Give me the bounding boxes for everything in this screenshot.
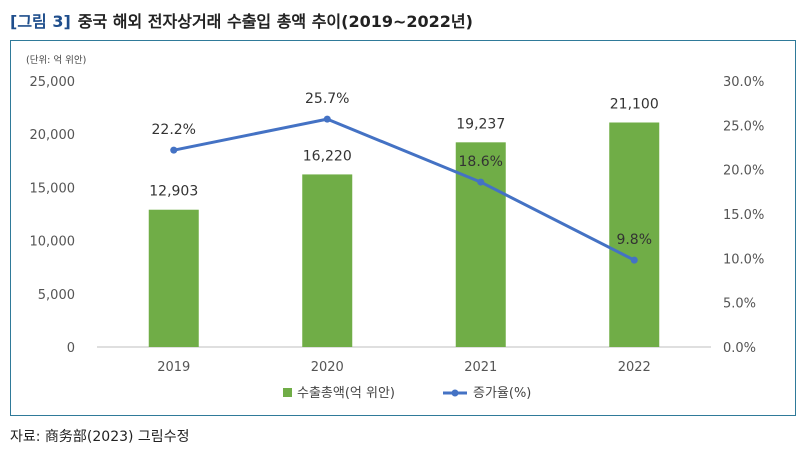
x-tick-label: 2020 xyxy=(311,360,344,375)
combo-chart: 0 5,000 10,000 15,000 20,000 25,000 0.0% 5.0% 10… xyxy=(30,75,765,401)
y-right-tick-label: 10.0% xyxy=(723,252,764,267)
y-left-tick-label: 10,000 xyxy=(30,235,76,250)
line-data-label: 25.7% xyxy=(305,91,349,107)
y-left-tick-label: 15,000 xyxy=(30,181,76,196)
line-data-label: 22.2% xyxy=(152,122,196,138)
bar xyxy=(609,122,660,347)
y-right-tick-label: 20.0% xyxy=(723,164,764,179)
chart-frame: 0 5,000 10,000 15,000 20,000 25,000 0.0% 5.0% 10… xyxy=(10,40,796,416)
figure-label: [그림 3] xyxy=(10,12,71,31)
x-tick-label: 2019 xyxy=(157,360,190,375)
line-data-label: 18.6% xyxy=(459,154,503,170)
y-right-tick-label: 30.0% xyxy=(723,75,764,90)
x-tick-label: 2022 xyxy=(618,360,651,375)
bar xyxy=(455,142,506,347)
line-data-label: 9.8% xyxy=(616,232,652,248)
figure-title-row: [그림 3] 중국 해외 전자상거래 수출입 총액 추이(2019~2022년) xyxy=(10,6,473,34)
bar-data-label: 21,100 xyxy=(610,96,659,112)
line-point xyxy=(170,146,178,154)
line-point xyxy=(323,115,331,123)
legend-bar-label: 수출총액(억 위안) xyxy=(297,386,395,401)
bar-data-label: 12,903 xyxy=(149,184,198,200)
source-note: 자료: 商务部(2023) 그림수정 xyxy=(10,429,190,445)
y-left-tick-label: 25,000 xyxy=(30,75,76,90)
y-right-tick-label: 25.0% xyxy=(723,119,764,134)
line-point xyxy=(630,256,638,264)
x-tick-label: 2021 xyxy=(464,360,497,375)
y-left-tick-label: 20,000 xyxy=(30,128,76,143)
y-right-tick-label: 0.0% xyxy=(723,341,756,356)
bar-data-label: 16,220 xyxy=(303,148,352,164)
y-right-tick-label: 15.0% xyxy=(723,208,764,223)
bar xyxy=(148,209,199,347)
line-point xyxy=(477,178,485,186)
unit-note: (단위: 억 위안) xyxy=(26,55,87,66)
legend-line-label: 증가율(%) xyxy=(473,386,531,401)
line-series xyxy=(173,117,635,262)
bar-data-label: 19,237 xyxy=(456,116,505,132)
bar xyxy=(302,174,353,347)
y-left-tick-label: 5,000 xyxy=(38,288,75,303)
figure-title: 중국 해외 전자상거래 수출입 총액 추이(2019~2022년) xyxy=(77,12,473,31)
y-left-tick-label: 0 xyxy=(67,341,75,356)
legend-bar-swatch xyxy=(283,388,292,397)
y-right-tick-label: 5.0% xyxy=(723,297,756,312)
legend-line-marker xyxy=(451,389,459,397)
